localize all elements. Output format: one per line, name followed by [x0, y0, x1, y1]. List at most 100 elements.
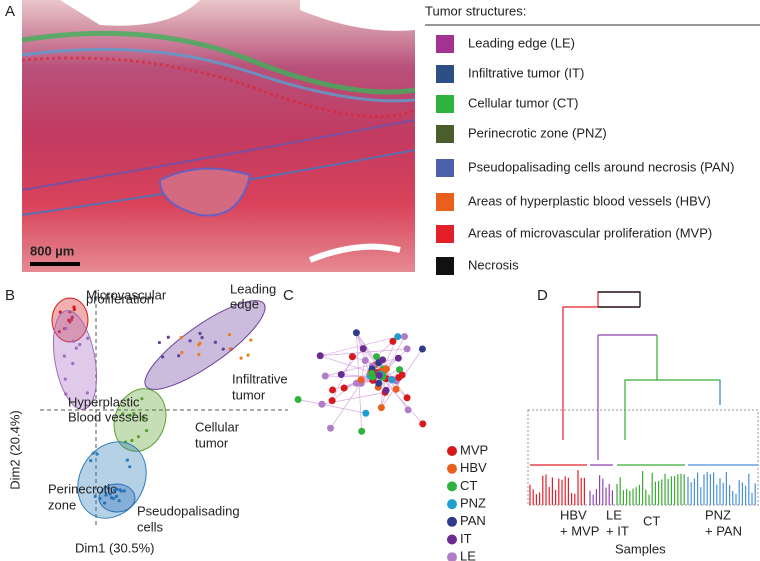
sample-point	[89, 459, 93, 463]
group-ellipse	[113, 388, 167, 452]
node	[377, 404, 385, 412]
edge	[331, 368, 373, 401]
panel-label: C	[283, 287, 294, 304]
scale-bar-label: 800 µm	[30, 243, 74, 258]
group-ellipse	[52, 310, 98, 410]
node	[352, 329, 360, 337]
sample-point	[114, 494, 119, 498]
pca-ellipses	[51, 297, 266, 519]
sample-point	[125, 458, 129, 462]
node	[359, 345, 367, 353]
legend-label: LE	[460, 549, 476, 561]
sample-point	[228, 347, 232, 351]
group-label: Leading	[230, 281, 276, 296]
legend-label: Perinecrotic zone (PNZ)	[468, 125, 607, 140]
legend-ball	[447, 534, 457, 545]
sample-point	[63, 377, 67, 381]
node	[382, 386, 390, 394]
legend-label: MVP	[460, 442, 488, 457]
node	[394, 333, 402, 341]
group-label: tumor	[195, 435, 229, 450]
sample-point	[112, 488, 117, 492]
node	[368, 369, 376, 377]
edge	[356, 332, 371, 377]
sample-point	[197, 352, 201, 357]
node	[403, 345, 411, 353]
edge	[356, 332, 384, 376]
legend-ball	[447, 446, 457, 456]
group-label: zone	[48, 497, 76, 512]
sample-point	[71, 361, 75, 366]
node	[340, 384, 348, 392]
sample-point	[121, 412, 125, 416]
sample-point	[177, 354, 181, 358]
group-label: + PAN	[705, 523, 742, 538]
group-ellipse	[98, 483, 136, 513]
sample-point	[103, 501, 107, 505]
legend-label: Necrosis	[468, 257, 519, 272]
legend-label: Areas of hyperplastic blood vessels (HBV…	[468, 193, 711, 208]
sample-point	[140, 397, 144, 401]
node	[404, 406, 412, 414]
legend-label: PNZ	[460, 496, 486, 511]
legend-swatch	[436, 193, 454, 211]
sample-point	[179, 336, 183, 340]
sample-point	[166, 335, 170, 339]
node	[372, 353, 380, 361]
legend-label: Infiltrative tumor (IT)	[468, 65, 584, 80]
legend-ball	[447, 516, 457, 527]
sample-point	[66, 318, 71, 322]
node	[388, 376, 396, 384]
sample-point	[227, 333, 232, 337]
legend-label: Pseudopalisading cells around necrosis (…	[468, 159, 734, 174]
sample-point	[249, 338, 253, 342]
sample-point	[128, 465, 132, 469]
sample-point	[213, 340, 217, 344]
sample-point	[157, 340, 162, 345]
node	[337, 370, 345, 378]
sample-point	[64, 326, 68, 331]
edge	[320, 348, 408, 357]
node	[403, 394, 411, 402]
group-label: Pseudopalisading	[137, 503, 240, 518]
group-label: Blood vessels	[68, 409, 149, 424]
sample-point	[198, 341, 202, 345]
group-label: Perinecrotic	[48, 481, 117, 496]
sample-point	[161, 355, 165, 359]
edge	[298, 399, 322, 405]
sample-point	[91, 451, 95, 455]
dendrogram	[527, 291, 759, 506]
node	[394, 354, 402, 362]
group-label: proliferation	[86, 291, 154, 306]
node	[318, 400, 326, 408]
legend-label: PAN	[460, 513, 486, 528]
legend-title: Tumor structures:	[425, 3, 526, 18]
sample-point	[72, 305, 76, 309]
edge	[376, 341, 394, 357]
group-ellipse	[144, 300, 266, 390]
group-label: edge	[230, 296, 259, 311]
sample-point	[122, 489, 126, 493]
legend-swatch	[436, 95, 454, 113]
sample-point	[144, 429, 149, 433]
network	[294, 329, 427, 435]
y-axis-title: Dim2 (20.4%)	[7, 410, 22, 489]
node	[379, 356, 387, 364]
group-label: tumor	[232, 387, 266, 402]
node	[328, 397, 336, 405]
legend-label: HBV	[460, 460, 487, 475]
legend-swatch	[436, 65, 454, 83]
group-label: + MVP	[560, 523, 599, 538]
sample-point	[85, 391, 89, 395]
legend-label: Areas of microvascular proliferation (MV…	[468, 225, 712, 240]
sample-point	[86, 336, 90, 340]
sample-point	[108, 492, 112, 496]
node	[321, 372, 329, 380]
sample-point	[132, 412, 136, 416]
node	[358, 427, 366, 435]
sample-point	[128, 413, 132, 417]
edge	[340, 348, 364, 375]
legend-swatch	[436, 225, 454, 243]
sample-point	[246, 353, 250, 357]
